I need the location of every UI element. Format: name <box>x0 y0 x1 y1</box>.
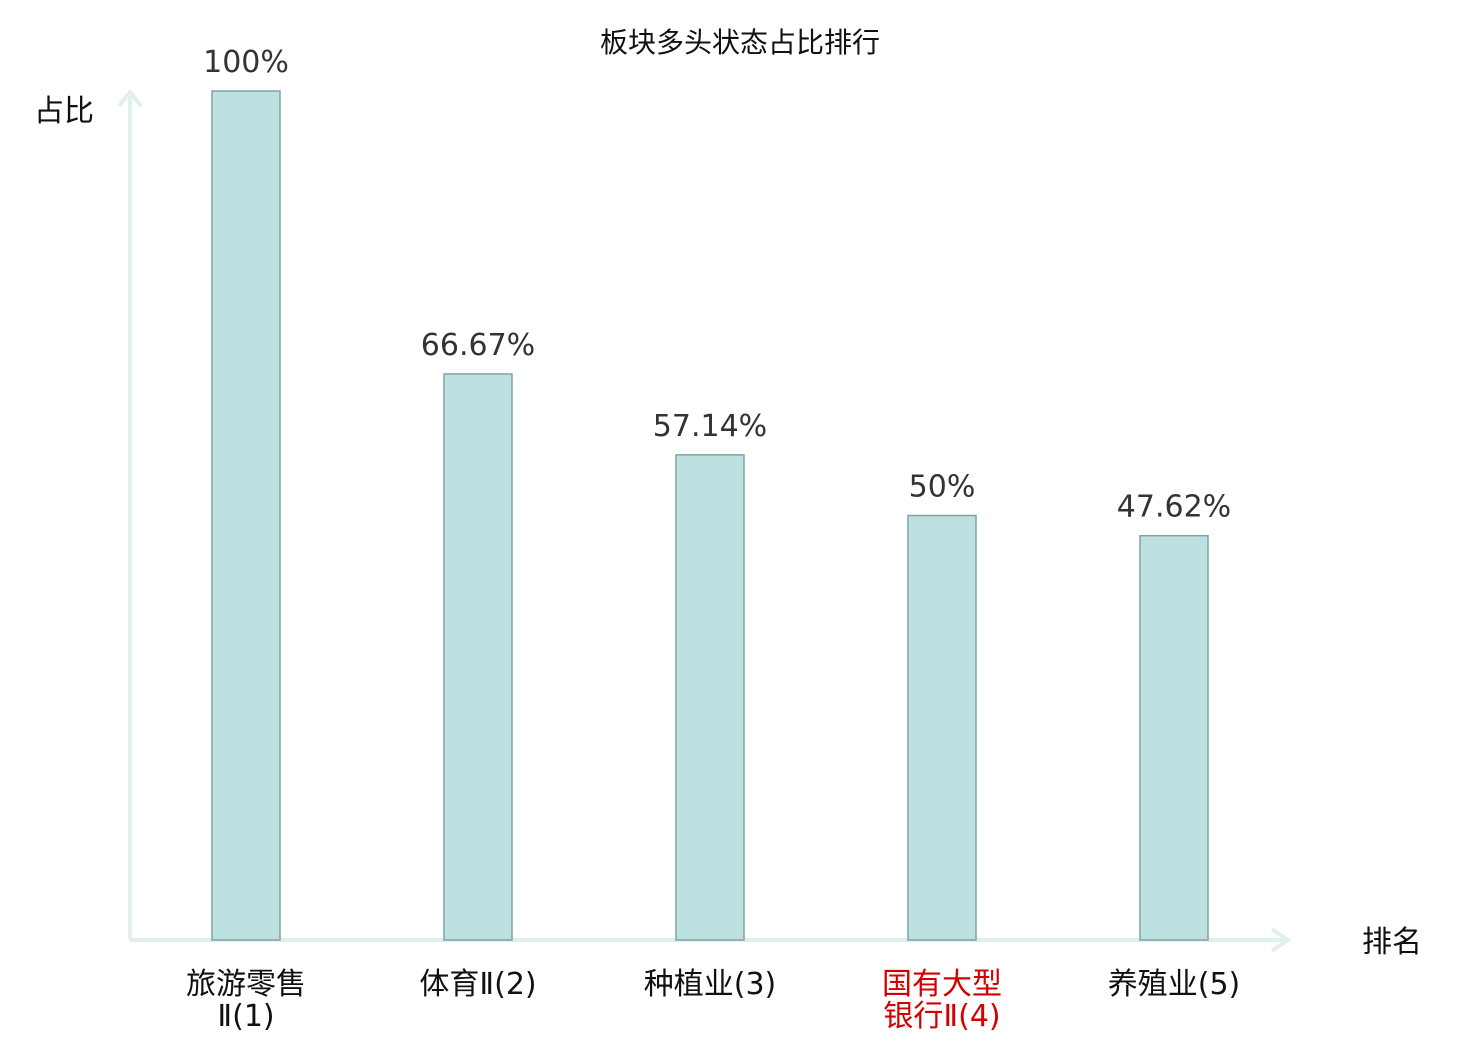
category-label: 旅游零售 <box>186 967 306 1002</box>
category-label: 国有大型 <box>882 967 1002 1002</box>
bar-value-label: 47.62% <box>1117 490 1231 525</box>
bar <box>1139 534 1209 941</box>
x-axis-label: 排名 <box>1362 925 1422 960</box>
bar <box>907 514 977 941</box>
category-label: 体育Ⅱ(2) <box>419 967 536 1002</box>
value-labels: 100% 66.67% 57.14% 50% 47.62% <box>203 45 1231 525</box>
bar <box>211 90 281 941</box>
bar <box>675 454 745 941</box>
bar <box>443 373 513 941</box>
bar-value-label: 50% <box>909 470 976 505</box>
category-label-line2: Ⅱ(1) <box>217 999 274 1034</box>
y-axis-label: 占比 <box>34 94 94 129</box>
bar-value-label: 57.14% <box>653 409 767 444</box>
bar-value-label: 66.67% <box>421 328 535 363</box>
bar-series <box>211 90 1209 941</box>
x-axis-arrow <box>1270 927 1292 953</box>
category-label: 养殖业(5) <box>1108 967 1241 1002</box>
bar-value-label: 100% <box>203 45 289 80</box>
category-label: 种植业(3) <box>644 967 777 1002</box>
y-axis-arrow <box>117 88 143 108</box>
category-label-line2: 银行Ⅱ(4) <box>883 999 1000 1034</box>
chart-title: 板块多头状态占比排行 <box>600 26 880 59</box>
